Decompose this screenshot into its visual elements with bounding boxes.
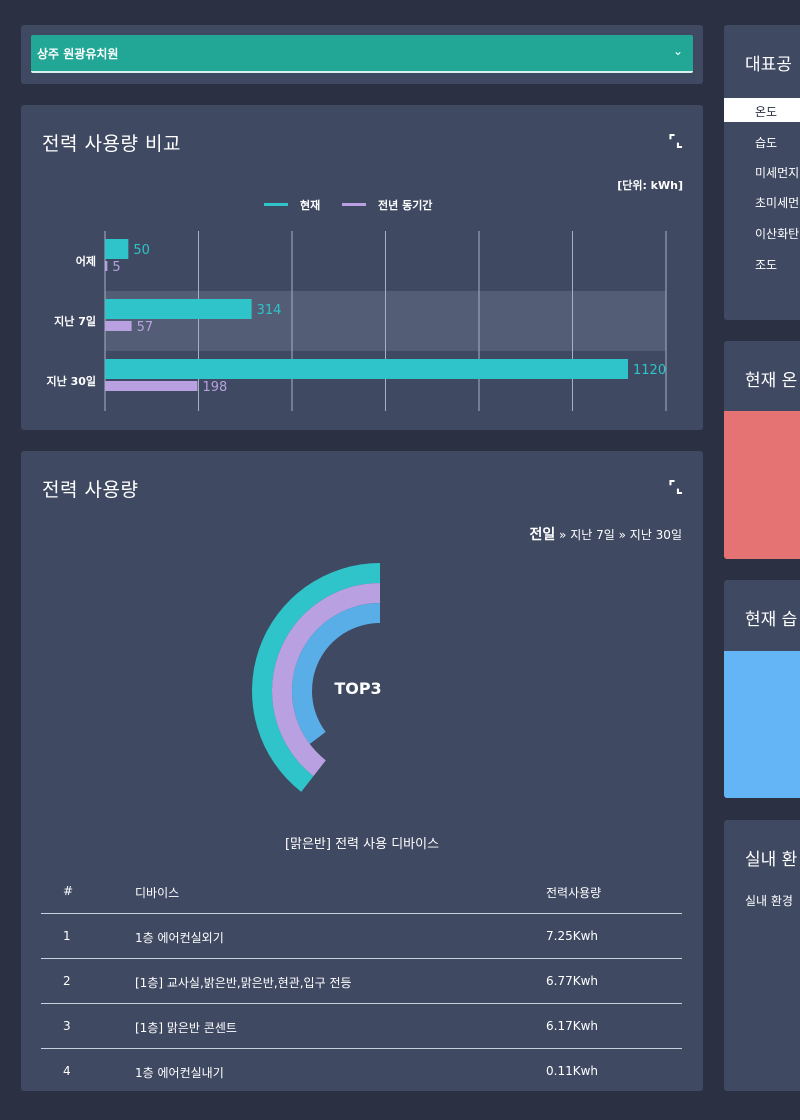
row-number: 4 [63, 1064, 71, 1078]
category-label: 지난 7일 [54, 314, 96, 328]
power-comparison-title: 전력 사용량 비교 [42, 133, 181, 155]
metric-label: 이산화탄 [755, 227, 800, 241]
donut-arc-2[interactable] [272, 583, 380, 777]
chevron-down-icon: ⌄ [672, 44, 683, 58]
power-usage-card: 전력 사용량 ⌜⌞ TOP3 [맑은반] 전력 사용 디바이스 # 디바이스 전… [21, 451, 703, 1091]
metric-label: 조도 [755, 258, 778, 272]
indoor-environment-card: 실내 환 실내 환경 [724, 820, 800, 1091]
humidity-tile [724, 651, 800, 798]
data-label: 50 [133, 243, 150, 258]
period-sep: » [618, 528, 626, 542]
data-label: 5 [112, 260, 120, 275]
data-label: 314 [257, 303, 282, 318]
facility-select-card: 상주 원광유치원 ⌄ [21, 25, 703, 84]
period-current[interactable]: 전일 [529, 527, 556, 543]
row-usage: 0.11Kwh [546, 1064, 599, 1078]
power-usage-title: 전력 사용량 [42, 479, 139, 501]
unit-label: [단위: kWh] [617, 178, 683, 192]
rep-title: 대표공 [745, 55, 792, 75]
temperature-tile [724, 411, 800, 559]
legend-label-current[interactable]: 현재 [300, 198, 320, 212]
row-usage: 6.17Kwh [546, 1019, 599, 1033]
device-caption: [맑은반] 전력 사용 디바이스 [285, 837, 439, 852]
row-number: 1 [63, 929, 71, 943]
period-week[interactable]: 지난 7일 [570, 528, 615, 542]
bar-current [105, 359, 628, 379]
row-usage: 7.25Kwh [546, 929, 599, 943]
period-breadcrumb: 전일 » 지난 7일 » 지난 30일 [529, 524, 682, 544]
facility-select-value: 상주 원광유치원 [37, 47, 119, 61]
metric-item-pm25[interactable]: 초미세먼 [724, 189, 800, 213]
bar-current [105, 239, 129, 259]
current-temperature-card: 현재 온 [724, 341, 800, 559]
data-label: 1120 [633, 363, 666, 378]
table-header: # 디바이스 전력사용량 [41, 869, 682, 914]
col-device: 디바이스 [135, 886, 180, 900]
row-number: 2 [63, 974, 71, 988]
expand-icon[interactable]: ⌜⌞ [668, 477, 683, 496]
legend-swatch-current [264, 203, 288, 206]
row-device: [1층] 맑은반 콘센트 [135, 1021, 237, 1035]
device-table: # 디바이스 전력사용량 1 1층 에어컨실외기 7.25Kwh 2 [1층] … [41, 869, 682, 1093]
facility-select[interactable]: 상주 원광유치원 ⌄ [31, 35, 693, 73]
current-humidity-card: 현재 습 [724, 580, 800, 798]
donut-arc-1[interactable] [252, 563, 380, 792]
indoor-text: 실내 환경 [745, 894, 793, 908]
table-row[interactable]: 1 1층 에어컨실외기 7.25Kwh [41, 914, 682, 959]
comparison-chart: [단위: kWh] 현재 전년 동기간 어제 50 5 지난 7일 314 57 지난 30… [47, 178, 683, 411]
table-row[interactable]: 3 [1층] 맑은반 콘센트 6.17Kwh [41, 1004, 682, 1049]
bar-previous [105, 381, 198, 391]
power-comparison-card: 전력 사용량 비교 ⌜⌞ [단위: kWh] 현재 전년 동기간 어제 50 5 지난… [21, 105, 703, 430]
bar-previous [105, 261, 108, 271]
donut-arc-3[interactable] [292, 603, 380, 744]
metric-item-co2[interactable]: 이산화탄 [724, 220, 800, 244]
row-device: 1층 에어컨실내기 [135, 1066, 224, 1080]
table-row[interactable]: 2 [1층] 교사실,밝은반,맑은반,현관,입구 전등 6.77Kwh [41, 959, 682, 1004]
bar-current [105, 299, 252, 319]
humidity-title: 현재 습 [745, 610, 798, 630]
metric-label: 초미세먼 [755, 196, 800, 210]
metric-item-illuminance[interactable]: 조도 [724, 251, 800, 275]
row-device: [1층] 교사실,밝은반,맑은반,현관,입구 전등 [135, 976, 352, 990]
row-usage: 6.77Kwh [546, 974, 599, 988]
period-sep: » [559, 528, 567, 542]
top3-donut-chart: TOP3 [맑은반] 전력 사용 디바이스 [252, 563, 439, 852]
period-month[interactable]: 지난 30일 [629, 528, 682, 542]
legend-swatch-previous [342, 203, 366, 206]
expand-icon[interactable]: ⌜⌞ [668, 131, 683, 150]
category-label: 지난 30일 [47, 374, 97, 388]
metric-item-humidity[interactable]: 습도 [724, 129, 800, 153]
metric-item-temperature[interactable]: 온도 [724, 98, 800, 122]
col-number: # [63, 884, 74, 898]
category-label: 어제 [76, 254, 96, 268]
metric-label: 미세먼지 [755, 166, 800, 180]
table-row[interactable]: 4 1층 에어컨실내기 0.11Kwh [41, 1049, 682, 1093]
row-number: 3 [63, 1019, 71, 1033]
donut-center-label: TOP3 [334, 679, 381, 698]
metric-label: 온도 [755, 105, 778, 119]
indoor-title: 실내 환 [745, 850, 798, 870]
metric-item-pm10[interactable]: 미세먼지 [724, 159, 800, 183]
data-label: 198 [202, 380, 227, 395]
metric-label: 습도 [755, 136, 778, 150]
row-device: 1층 에어컨실외기 [135, 931, 224, 945]
bar-previous [105, 321, 132, 331]
temp-title: 현재 온 [745, 371, 798, 391]
representative-space-card: 대표공 온도 습도 미세먼지 초미세먼 이산화탄 조도 [724, 25, 800, 320]
col-usage: 전력사용량 [546, 886, 602, 900]
data-label: 57 [137, 320, 154, 335]
legend-label-previous[interactable]: 전년 동기간 [378, 198, 432, 212]
